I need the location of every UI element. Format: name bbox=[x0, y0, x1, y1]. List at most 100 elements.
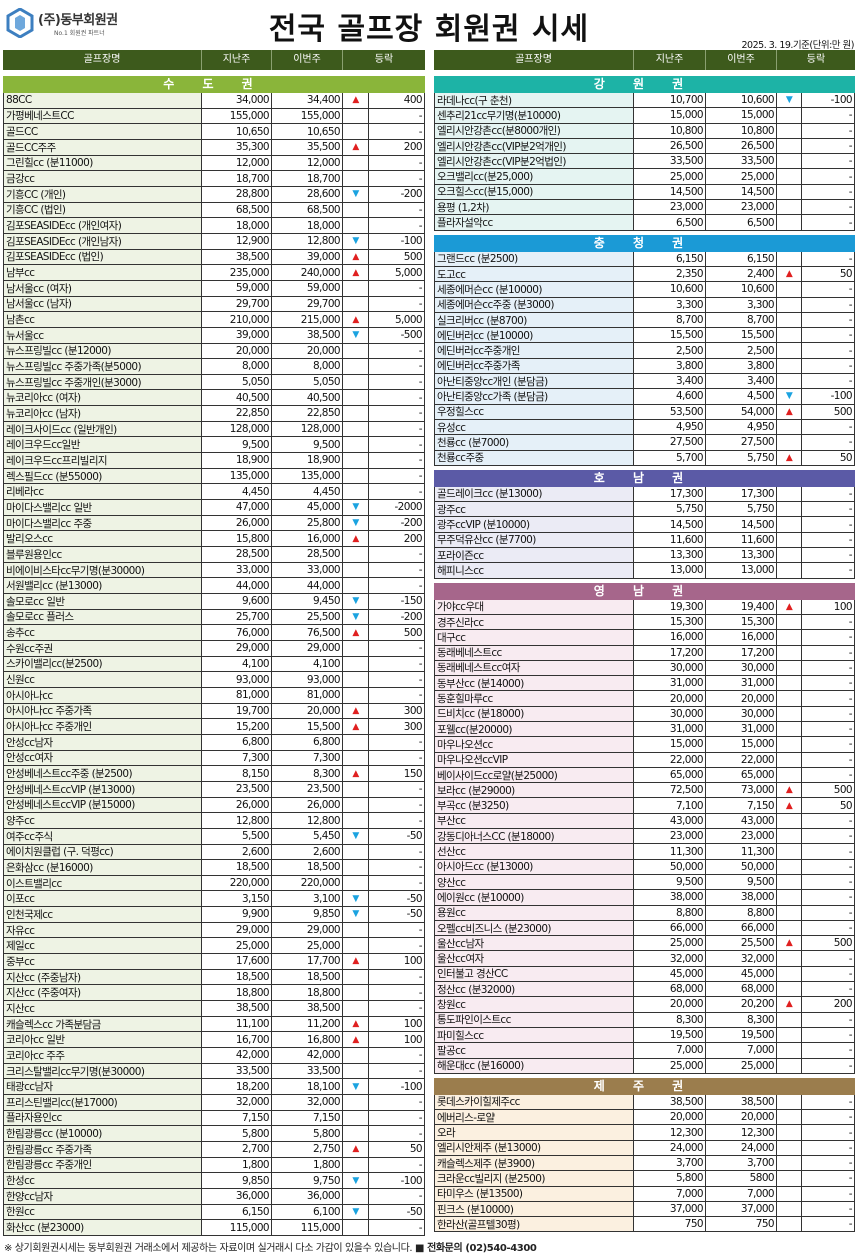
table-row: 한림광릉cc 주중개인 1,800 1,800- bbox=[3, 1157, 425, 1174]
down-arrow-icon: ▼ bbox=[777, 93, 802, 108]
up-arrow-icon: ▲ bbox=[343, 531, 369, 547]
this-week-price: 33,500 bbox=[706, 154, 777, 169]
no-change-cell bbox=[777, 297, 802, 312]
price-change: -200 bbox=[369, 186, 425, 202]
this-week-price: 19,400 bbox=[706, 599, 777, 614]
this-week-price: 20,000 bbox=[706, 1110, 777, 1125]
no-change-cell bbox=[777, 486, 802, 502]
course-name: 양주cc bbox=[3, 813, 202, 828]
this-week-price: 9,750 bbox=[272, 1173, 343, 1188]
table-row: 중부cc 17,600 17,700 ▲ 100 bbox=[3, 954, 425, 970]
price-change: - bbox=[369, 1063, 425, 1079]
course-name: 선산cc bbox=[434, 844, 634, 859]
price-change: - bbox=[802, 419, 855, 435]
no-change-cell bbox=[777, 1217, 802, 1232]
price-change: - bbox=[802, 767, 855, 783]
this-week-price: 8,800 bbox=[706, 905, 777, 920]
no-change-cell bbox=[777, 502, 802, 517]
this-week-price: 7,150 bbox=[706, 798, 777, 813]
price-change: - bbox=[802, 859, 855, 874]
table-row: 우정힐스cc 53,500 54,000 ▲ 500 bbox=[434, 404, 855, 420]
table-row: 창원cc 20,000 20,200 ▲ 200 bbox=[434, 997, 855, 1013]
last-week-price: 19,500 bbox=[634, 1027, 706, 1043]
table-row: 김포SEASIDEcc (개인남자) 12,900 12,800 ▼ -100 bbox=[3, 233, 425, 250]
this-week-price: 32,000 bbox=[706, 951, 777, 966]
no-change-cell bbox=[777, 532, 802, 548]
no-change-cell bbox=[777, 154, 802, 169]
table-row: 오크밸리cc(분25,000) 25,000 25,000- bbox=[434, 169, 855, 185]
last-week-price: 40,500 bbox=[202, 390, 272, 406]
last-week-price: 37,000 bbox=[634, 1201, 706, 1217]
price-change: - bbox=[369, 734, 425, 750]
table-row: 그랜드cc (분2500) 6,150 6,150- bbox=[434, 251, 855, 267]
up-arrow-icon: ▲ bbox=[343, 312, 369, 327]
price-change: - bbox=[802, 1156, 855, 1171]
last-week-price: 47,000 bbox=[202, 500, 272, 515]
region-section: 제 주 권 롯데스카이힐제주cc 38,500 38,500- 에버리스-로얄 20,00… bbox=[434, 1077, 855, 1233]
no-change-cell bbox=[343, 1188, 369, 1204]
col-header-last-week: 지난주 bbox=[202, 50, 272, 70]
course-name: 동부산cc (분14000) bbox=[434, 676, 634, 691]
course-name: 인터불고 경산CC bbox=[434, 966, 634, 982]
price-change: - bbox=[802, 1058, 855, 1073]
no-change-cell bbox=[777, 874, 802, 890]
table-row: 지산cc 38,500 38,500- bbox=[3, 1001, 425, 1017]
price-change: 100 bbox=[802, 599, 855, 614]
table-row: 남촌cc 210,000 215,000 ▲ 5,000 bbox=[3, 312, 425, 328]
this-week-price: 19,500 bbox=[706, 1027, 777, 1043]
col-header-last-week: 지난주 bbox=[634, 50, 706, 70]
table-row: 뉴서울cc 39,000 38,500 ▼ -500 bbox=[3, 327, 425, 344]
price-change: - bbox=[369, 938, 425, 954]
price-change: - bbox=[802, 312, 855, 328]
price-change: -100 bbox=[369, 1079, 425, 1094]
this-week-price: 10,800 bbox=[706, 123, 777, 138]
table-row: 동부산cc (분14000) 31,000 31,000- bbox=[434, 676, 855, 692]
price-change: - bbox=[802, 813, 855, 829]
table-row: 안성베네스트ccVIP (분13000) 23,500 23,500- bbox=[3, 781, 425, 798]
table-row: 울산cc남자 25,000 25,500 ▲ 500 bbox=[434, 936, 855, 952]
price-change: - bbox=[369, 875, 425, 891]
price-change: - bbox=[802, 282, 855, 297]
this-week-price: 45,000 bbox=[706, 966, 777, 982]
this-week-price: 34,400 bbox=[272, 93, 343, 108]
course-name: 에이치원클럽 (구. 덕평cc) bbox=[3, 844, 202, 860]
price-change: 100 bbox=[369, 1016, 425, 1032]
last-week-price: 10,650 bbox=[202, 124, 272, 139]
course-name: 마이다스밸리cc 주중 bbox=[3, 515, 202, 531]
no-change-cell bbox=[343, 562, 369, 578]
no-change-cell bbox=[777, 1125, 802, 1140]
price-change: - bbox=[802, 982, 855, 997]
this-week-price: 81,000 bbox=[272, 687, 343, 703]
up-arrow-icon: ▲ bbox=[777, 404, 802, 419]
this-week-price: 22,850 bbox=[272, 406, 343, 421]
table-row: 라데나cc(구 춘천) 10,700 10,600 ▼ -100 bbox=[434, 93, 855, 109]
course-name: 캐슬렉스제주 (분3900) bbox=[434, 1156, 634, 1171]
table-row: 신원cc 93,000 93,000- bbox=[3, 672, 425, 688]
this-week-price: 15,000 bbox=[706, 108, 777, 123]
table-row: 크라운cc빌리지 (분2500) 5,800 5800 - bbox=[434, 1171, 855, 1187]
course-name: 창원cc bbox=[434, 997, 634, 1012]
last-week-price: 135,000 bbox=[202, 468, 272, 484]
table-row: 아시아나cc 주중가족 19,700 20,000 ▲ 300 bbox=[3, 703, 425, 720]
last-week-price: 50,000 bbox=[634, 859, 706, 874]
this-week-price: 29,000 bbox=[272, 922, 343, 938]
price-change: - bbox=[802, 435, 855, 450]
price-change: -50 bbox=[369, 828, 425, 844]
course-name: 오펠cc비즈니스 (분23000) bbox=[434, 920, 634, 936]
course-name: 에딘버러cc주중가족 bbox=[434, 358, 634, 374]
no-change-cell bbox=[343, 124, 369, 139]
no-change-cell bbox=[343, 1126, 369, 1141]
course-name: 뉴스프링빌cc 주중개인(분3000) bbox=[3, 374, 202, 390]
last-week-price: 65,000 bbox=[634, 767, 706, 783]
price-change: - bbox=[369, 813, 425, 828]
this-week-price: 18,000 bbox=[272, 218, 343, 233]
table-row: 뉴스프링빌cc 주중가족(분5000) 8,000 8,000- bbox=[3, 359, 425, 375]
col-header-this-week: 이번주 bbox=[706, 50, 777, 70]
last-week-price: 28,800 bbox=[202, 186, 272, 202]
course-name: 동래베네스트cc여자 bbox=[434, 660, 634, 676]
no-change-cell bbox=[343, 860, 369, 875]
last-week-price: 7,000 bbox=[634, 1043, 706, 1058]
last-week-price: 14,500 bbox=[634, 517, 706, 532]
last-week-price: 4,100 bbox=[202, 656, 272, 672]
course-name: 아시아나cc 주중개인 bbox=[3, 719, 202, 734]
